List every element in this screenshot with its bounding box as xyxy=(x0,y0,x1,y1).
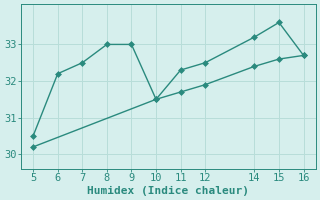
X-axis label: Humidex (Indice chaleur): Humidex (Indice chaleur) xyxy=(87,186,249,196)
